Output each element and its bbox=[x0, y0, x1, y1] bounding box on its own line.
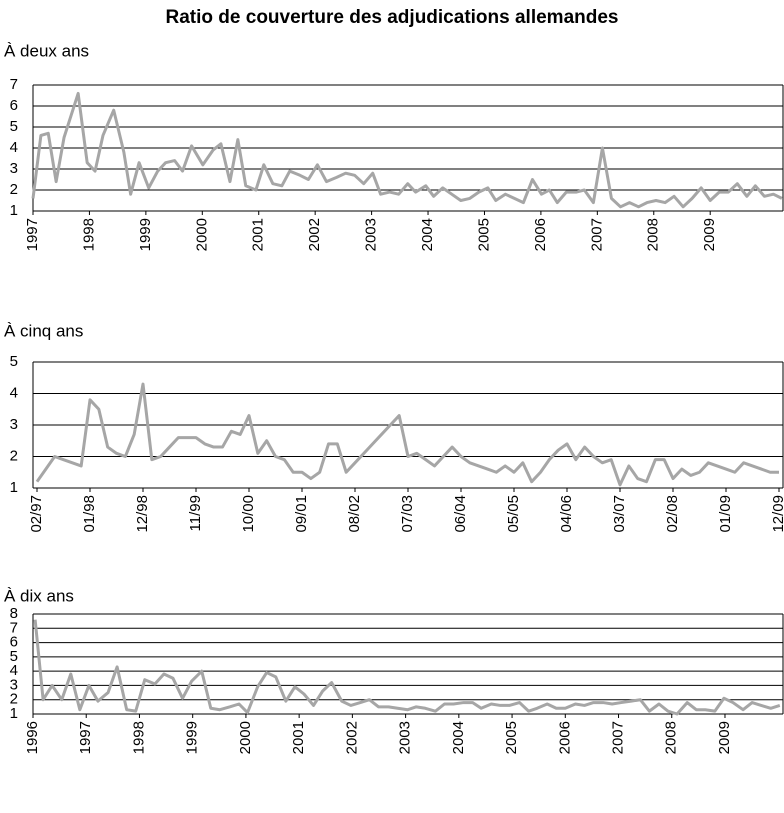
x-tick-label: 1996 bbox=[24, 721, 41, 754]
data-line bbox=[35, 382, 779, 487]
x-tick-label: 2004 bbox=[419, 218, 436, 251]
y-tick-label: 8 bbox=[10, 605, 18, 622]
y-tick-label: 1 bbox=[10, 479, 18, 496]
y-tick-label: 5 bbox=[10, 353, 18, 370]
x-tick-label: 2006 bbox=[556, 721, 573, 754]
y-tick-label: 6 bbox=[10, 97, 18, 114]
chart-title: Ratio de couverture des adjudications al… bbox=[166, 7, 619, 28]
x-tick-label: 1999 bbox=[184, 721, 201, 754]
y-tick-label: 7 bbox=[10, 76, 18, 93]
y-tick-label: 4 bbox=[10, 384, 18, 401]
x-tick-label: 2003 bbox=[363, 218, 380, 251]
y-tick-label: 2 bbox=[10, 691, 18, 708]
x-tick-label: 09/01 bbox=[293, 495, 310, 533]
x-tick-label: 1997 bbox=[77, 721, 94, 754]
x-tick-label: 2009 bbox=[701, 218, 718, 251]
x-tick-label: 2002 bbox=[306, 218, 323, 251]
x-tick-label: 2001 bbox=[250, 218, 267, 251]
panel-title: À cinq ans bbox=[4, 321, 83, 340]
x-tick-label: 05/05 bbox=[505, 495, 522, 533]
y-tick-label: 4 bbox=[10, 662, 18, 679]
x-tick-label: 1998 bbox=[80, 218, 97, 251]
x-tick-label: 06/04 bbox=[452, 495, 469, 533]
x-tick-label: 2008 bbox=[645, 218, 662, 251]
y-tick-label: 3 bbox=[10, 676, 18, 693]
x-tick-label: 01/09 bbox=[717, 495, 734, 533]
x-tick-label: 12/09 bbox=[770, 495, 784, 533]
x-tick-label: 1997 bbox=[24, 218, 41, 251]
x-tick-label: 03/07 bbox=[611, 495, 628, 533]
x-tick-label: 2007 bbox=[609, 721, 626, 754]
panel-title: À deux ans bbox=[4, 41, 89, 60]
x-tick-label: 04/06 bbox=[558, 495, 575, 533]
data-line bbox=[31, 91, 783, 209]
x-tick-label: 2000 bbox=[193, 218, 210, 251]
data-line bbox=[33, 619, 781, 716]
y-tick-label: 3 bbox=[10, 416, 18, 433]
y-tick-label: 4 bbox=[10, 139, 18, 156]
x-tick-label: 2002 bbox=[343, 721, 360, 754]
x-tick-label: 1998 bbox=[130, 721, 147, 754]
x-tick-label: 2003 bbox=[397, 721, 414, 754]
y-tick-label: 1 bbox=[10, 202, 18, 219]
y-tick-label: 5 bbox=[10, 648, 18, 665]
x-tick-label: 02/08 bbox=[664, 495, 681, 533]
x-tick-label: 2009 bbox=[716, 721, 733, 754]
y-tick-label: 2 bbox=[10, 447, 18, 464]
x-tick-label: 2001 bbox=[290, 721, 307, 754]
y-tick-label: 5 bbox=[10, 118, 18, 135]
panel-title: À dix ans bbox=[4, 586, 74, 605]
x-tick-label: 12/98 bbox=[134, 495, 151, 533]
x-tick-label: 1999 bbox=[137, 218, 154, 251]
x-tick-label: 2004 bbox=[450, 721, 467, 754]
x-tick-label: 08/02 bbox=[346, 495, 363, 533]
x-tick-label: 10/00 bbox=[240, 495, 257, 533]
x-tick-label: 2005 bbox=[503, 721, 520, 754]
x-tick-label: 2007 bbox=[588, 218, 605, 251]
y-tick-label: 2 bbox=[10, 181, 18, 198]
y-tick-label: 6 bbox=[10, 634, 18, 651]
x-tick-label: 11/99 bbox=[187, 495, 204, 531]
y-tick-label: 1 bbox=[10, 705, 18, 722]
y-tick-label: 7 bbox=[10, 619, 18, 636]
x-tick-label: 01/98 bbox=[81, 495, 98, 533]
x-tick-label: 2008 bbox=[663, 721, 680, 754]
x-tick-label: 2000 bbox=[237, 721, 254, 754]
x-tick-label: 2006 bbox=[532, 218, 549, 251]
y-tick-label: 3 bbox=[10, 160, 18, 177]
x-tick-label: 07/03 bbox=[399, 495, 416, 533]
x-tick-label: 02/97 bbox=[28, 495, 45, 533]
x-tick-label: 2005 bbox=[475, 218, 492, 251]
